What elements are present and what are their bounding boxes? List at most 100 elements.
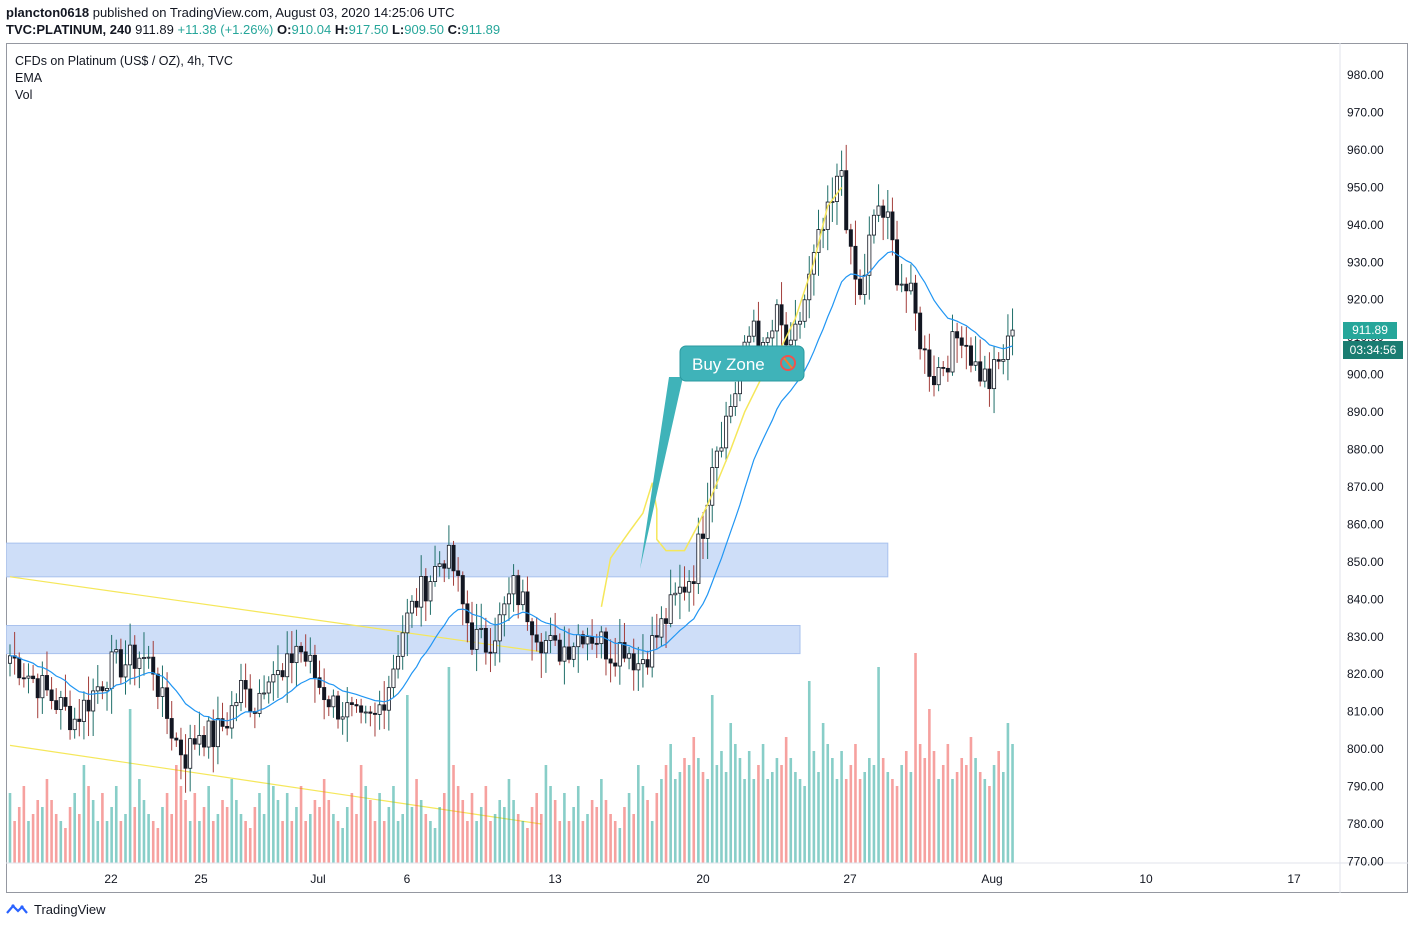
candle-body[interactable]: [936, 367, 941, 386]
candle-body[interactable]: [724, 415, 729, 449]
candle-body[interactable]: [456, 570, 461, 576]
candle-body[interactable]: [945, 367, 950, 373]
candle-body[interactable]: [710, 467, 715, 506]
candle-body[interactable]: [539, 641, 544, 654]
candle-body[interactable]: [525, 591, 530, 623]
candle-body[interactable]: [183, 754, 188, 769]
candle-body[interactable]: [862, 274, 867, 295]
candle-body[interactable]: [996, 359, 1001, 362]
candle-body[interactable]: [238, 680, 243, 703]
candle-body[interactable]: [765, 337, 770, 343]
candle-body[interactable]: [516, 575, 521, 606]
candle-body[interactable]: [571, 646, 576, 660]
callout-box[interactable]: [679, 345, 805, 382]
candle-body[interactable]: [770, 330, 775, 339]
candle-body[interactable]: [178, 739, 183, 756]
candle-body[interactable]: [668, 594, 673, 624]
candle-body[interactable]: [534, 634, 539, 643]
candle-body[interactable]: [382, 704, 387, 711]
candle-body[interactable]: [49, 689, 54, 702]
candle-body[interactable]: [257, 692, 262, 714]
candle-body[interactable]: [793, 323, 798, 341]
candle-body[interactable]: [68, 705, 73, 731]
candle-body[interactable]: [326, 699, 331, 708]
candle-body[interactable]: [483, 627, 488, 653]
candle-body[interactable]: [640, 659, 645, 665]
candle-body[interactable]: [95, 686, 100, 692]
candle-body[interactable]: [908, 282, 913, 292]
legend-vol[interactable]: Vol: [15, 88, 33, 102]
candle-body[interactable]: [151, 656, 156, 675]
candle-body[interactable]: [479, 627, 484, 630]
candle-body[interactable]: [918, 312, 923, 350]
candle-body[interactable]: [91, 690, 96, 712]
candle-body[interactable]: [982, 368, 987, 382]
candle-body[interactable]: [243, 680, 248, 690]
candle-body[interactable]: [354, 704, 359, 707]
legend-ema[interactable]: EMA: [15, 71, 43, 85]
candle-body[interactable]: [548, 635, 553, 641]
candle-body[interactable]: [885, 211, 890, 218]
candle-body[interactable]: [968, 345, 973, 366]
candle-body[interactable]: [955, 331, 960, 339]
candle-body[interactable]: [215, 718, 220, 748]
candle-body[interactable]: [35, 678, 40, 699]
candle-body[interactable]: [428, 581, 433, 602]
candle-body[interactable]: [631, 653, 636, 671]
candle-body[interactable]: [493, 640, 498, 654]
candle-body[interactable]: [904, 283, 909, 292]
candle-body[interactable]: [788, 339, 793, 346]
candle-body[interactable]: [211, 720, 216, 748]
footer-brand[interactable]: TradingView: [34, 902, 106, 917]
candle-body[interactable]: [825, 201, 830, 230]
candle-body[interactable]: [386, 687, 391, 711]
candle-body[interactable]: [266, 681, 271, 694]
candle-body[interactable]: [696, 533, 701, 584]
candle-body[interactable]: [502, 603, 507, 616]
candle-body[interactable]: [275, 670, 280, 676]
candle-body[interactable]: [345, 702, 350, 718]
candle-body[interactable]: [927, 349, 932, 377]
candle-body[interactable]: [220, 718, 225, 727]
candle-body[interactable]: [530, 621, 535, 636]
candle-body[interactable]: [160, 687, 165, 697]
candle-body[interactable]: [442, 563, 447, 569]
candle-body[interactable]: [114, 649, 119, 653]
candle-body[interactable]: [543, 640, 548, 654]
candle-body[interactable]: [17, 657, 22, 679]
candle-body[interactable]: [673, 592, 678, 596]
publisher-name[interactable]: plancton0618: [6, 5, 90, 20]
candle-body[interactable]: [714, 450, 719, 468]
candle-body[interactable]: [992, 359, 997, 390]
candle-body[interactable]: [608, 658, 613, 664]
candle-body[interactable]: [858, 278, 863, 295]
candle-body[interactable]: [645, 659, 650, 668]
candle-body[interactable]: [109, 651, 114, 689]
candle-body[interactable]: [701, 533, 706, 539]
candle-body[interactable]: [349, 702, 354, 705]
candle-body[interactable]: [932, 376, 937, 386]
candle-body[interactable]: [391, 668, 396, 689]
candle-body[interactable]: [853, 245, 858, 280]
candle-body[interactable]: [248, 688, 253, 712]
candle-body[interactable]: [294, 645, 299, 664]
candle-body[interactable]: [941, 367, 946, 369]
candle-body[interactable]: [922, 348, 927, 351]
candle-body[interactable]: [31, 675, 36, 680]
candle-body[interactable]: [409, 600, 414, 614]
candle-body[interactable]: [959, 337, 964, 346]
candle-body[interactable]: [280, 670, 285, 678]
candle-body[interactable]: [169, 718, 174, 739]
candle-body[interactable]: [118, 649, 123, 678]
candle-body[interactable]: [262, 692, 267, 695]
candle-body[interactable]: [303, 651, 308, 662]
candle-body[interactable]: [557, 639, 562, 662]
candle-body[interactable]: [340, 716, 345, 720]
candle-body[interactable]: [128, 644, 133, 666]
candle-body[interactable]: [733, 393, 738, 407]
candle-body[interactable]: [372, 712, 377, 715]
candle-body[interactable]: [603, 631, 608, 660]
candle-body[interactable]: [188, 738, 193, 769]
candle-body[interactable]: [141, 657, 146, 659]
candle-body[interactable]: [289, 653, 294, 664]
